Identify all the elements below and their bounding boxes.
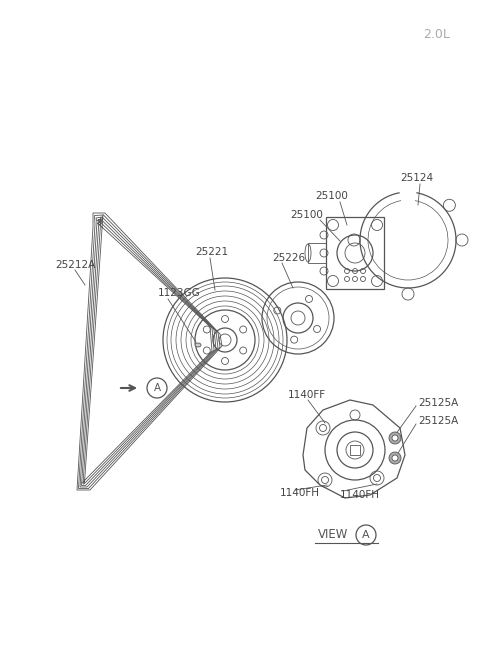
Text: 25226: 25226 — [272, 253, 305, 263]
Text: 25100: 25100 — [290, 210, 323, 220]
Text: 1140FH: 1140FH — [340, 490, 380, 500]
Text: 25125A: 25125A — [418, 398, 458, 408]
Ellipse shape — [195, 343, 201, 347]
Text: 25124: 25124 — [400, 173, 433, 183]
Text: 25212A: 25212A — [55, 260, 95, 270]
Circle shape — [392, 455, 398, 461]
Circle shape — [389, 452, 401, 464]
Text: A: A — [154, 383, 161, 393]
Text: 25221: 25221 — [195, 247, 228, 257]
Text: 25125A: 25125A — [418, 416, 458, 426]
Circle shape — [389, 432, 401, 444]
Text: 25100: 25100 — [315, 191, 348, 201]
Text: VIEW: VIEW — [318, 529, 348, 542]
Circle shape — [392, 435, 398, 441]
Text: 1123GG: 1123GG — [158, 288, 201, 298]
Text: 1140FF: 1140FF — [288, 390, 326, 400]
Text: 1140FH: 1140FH — [280, 488, 320, 498]
Text: A: A — [362, 530, 370, 540]
Text: 2.0L: 2.0L — [423, 29, 450, 41]
